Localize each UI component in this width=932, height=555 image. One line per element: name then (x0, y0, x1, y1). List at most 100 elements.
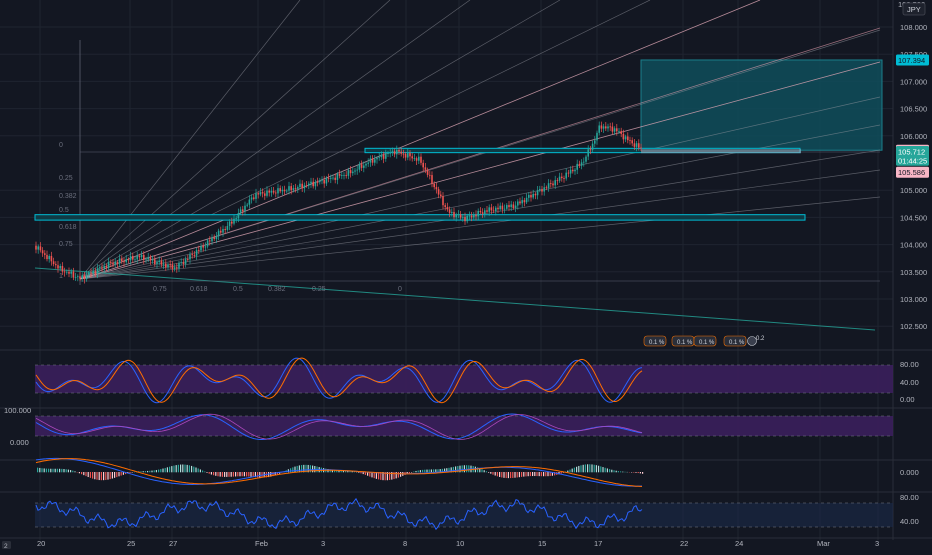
candle-body (235, 218, 237, 219)
candle-body (603, 126, 605, 128)
time-axis-label: Feb (255, 539, 268, 548)
candle-body (354, 170, 356, 171)
macd-histogram-bar (611, 470, 612, 473)
macd-histogram-bar (426, 470, 427, 473)
macd-histogram-bar (48, 469, 49, 473)
support-zone[interactable] (35, 215, 805, 220)
candle-body (295, 188, 297, 189)
macd-histogram-bar (39, 468, 40, 472)
time-axis-label: Mar (817, 539, 830, 548)
macd-histogram-bar (422, 470, 423, 472)
candle-body (462, 217, 464, 218)
macd-histogram-bar (68, 470, 69, 473)
candle-body (147, 257, 149, 259)
macd-histogram-bar (81, 472, 82, 474)
macd-histogram-bar (541, 472, 542, 476)
macd-histogram-bar (536, 472, 537, 476)
macd-histogram-bar (490, 472, 491, 474)
macd-histogram-bar (622, 472, 623, 473)
candle-body (640, 148, 642, 149)
candle-body (537, 190, 539, 195)
candle-body (620, 131, 622, 134)
macd-histogram-bar (521, 472, 522, 477)
candle-body (77, 276, 79, 277)
macd-histogram-bar (167, 467, 168, 472)
macd-histogram-bar (180, 465, 181, 473)
macd-histogram-bar (178, 465, 179, 473)
macd-histogram-bar (466, 465, 467, 472)
macd-histogram-bar (121, 472, 122, 476)
candle-body (535, 194, 537, 195)
candle-body (629, 140, 631, 141)
candle-body (180, 262, 182, 263)
candle-body (579, 164, 581, 166)
candle-body (554, 180, 556, 185)
candle-body (249, 200, 251, 205)
time-axis-label: 3 (875, 539, 879, 548)
candle-body (209, 240, 211, 241)
candle-body (165, 263, 167, 267)
macd-histogram-bar (156, 470, 157, 472)
stochrsi-axis-label: 100.000 (4, 406, 31, 415)
candle-body (638, 143, 640, 147)
candle-body (438, 189, 440, 194)
macd-histogram-bar (140, 471, 141, 472)
rsi-axis-label: 80.00 (900, 493, 919, 502)
price-axis-label: 104.000 (900, 241, 927, 250)
candle-body (581, 162, 583, 165)
macd-histogram-bar (184, 465, 185, 473)
macd-histogram-bar (154, 470, 155, 472)
candle-body (559, 177, 561, 181)
candle-body (183, 262, 185, 264)
macd-histogram-bar (624, 472, 625, 473)
macd-histogram-bar (517, 472, 518, 477)
macd-histogram-bar (545, 472, 546, 476)
macd-histogram-bar (547, 472, 548, 476)
macd-histogram-bar (429, 470, 430, 473)
macd-histogram-bar (534, 472, 535, 476)
candle-body (416, 158, 418, 161)
macd-histogram-bar (149, 471, 150, 473)
macd-histogram-bar (250, 472, 251, 477)
macd-histogram-bar (420, 470, 421, 472)
time-axis-label: 8 (403, 539, 407, 548)
macd-histogram-bar (198, 468, 199, 472)
candle-body (546, 187, 548, 188)
macd-histogram-bar (431, 469, 432, 472)
candle-body (480, 211, 482, 212)
fib-level-label: 0.75 (59, 241, 73, 248)
macd-histogram-bar (574, 468, 575, 473)
candle-body (359, 164, 361, 169)
macd-histogram-bar (576, 467, 577, 473)
candle-body (284, 190, 286, 191)
macd-histogram-bar (112, 472, 113, 479)
candle-body (92, 271, 94, 274)
candle-body (486, 210, 488, 211)
candle-body (191, 254, 193, 255)
candle-body (436, 187, 438, 189)
macd-histogram-bar (523, 472, 524, 477)
macd-histogram-bar (217, 472, 218, 476)
candle-body (499, 206, 501, 209)
candle-body (345, 175, 347, 176)
candle-body (475, 215, 477, 217)
candle-body (286, 191, 288, 192)
macd-histogram-bar (169, 467, 170, 473)
macd-histogram-bar (400, 472, 401, 477)
candle-body (348, 170, 350, 176)
candle-body (444, 205, 446, 207)
candle-body (557, 180, 559, 181)
candle-body (178, 263, 180, 269)
macd-histogram-bar (594, 465, 595, 473)
fib-fan-line-pink (80, 62, 880, 279)
macd-histogram-bar (503, 472, 504, 478)
macd-histogram-bar (52, 469, 53, 473)
candle-body (229, 222, 231, 226)
stochrsi-axis-label: 0.000 (10, 438, 29, 447)
candle-body (488, 207, 490, 211)
fib-fan-label: 0.75 (153, 286, 167, 293)
macd-histogram-bar (55, 469, 56, 473)
candle-body (482, 212, 484, 213)
